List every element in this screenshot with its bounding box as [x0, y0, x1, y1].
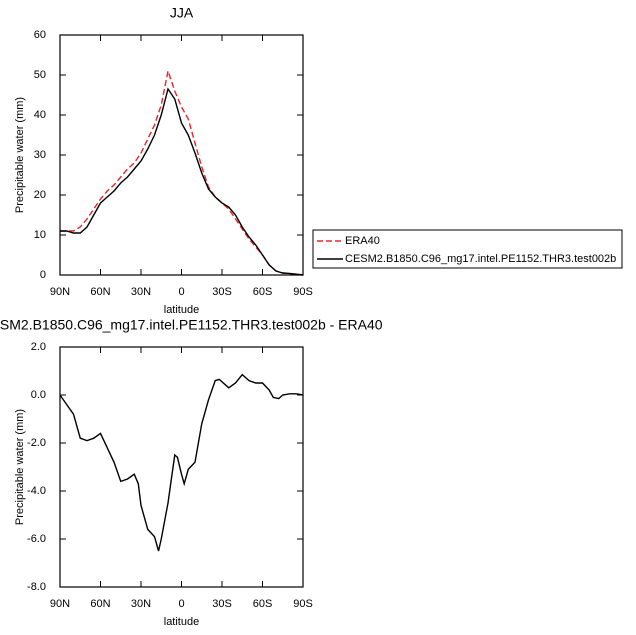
y-tick-label: 60	[34, 29, 46, 41]
plot-frame	[59, 34, 304, 276]
y-tick-label: 10	[34, 229, 46, 241]
y-tick-label: 20	[34, 189, 46, 201]
y-tick-label: -2.0	[27, 437, 46, 449]
chart-title: CESM2.B1850.C96_mg17.intel.PE1152.THR3.t…	[0, 317, 383, 333]
x-axis-label: latitude	[164, 616, 199, 628]
x-tick-label: 60S	[253, 598, 273, 610]
y-axis-label: Precipitable water (mm)	[14, 97, 26, 213]
x-tick-label: 60N	[90, 598, 110, 610]
data-line	[60, 68, 304, 276]
y-tick-label: -4.0	[27, 485, 46, 497]
x-tick-label: 60S	[253, 286, 273, 298]
x-tick-label: 90N	[50, 598, 70, 610]
y-tick-label: 2.0	[31, 341, 46, 353]
x-tick-label: 0	[178, 286, 184, 298]
y-tick-label: 30	[34, 149, 46, 161]
y-tick-label: 0	[40, 269, 46, 281]
y-tick-label: 0.0	[31, 389, 46, 401]
plot-frame	[59, 346, 304, 588]
y-axis-label: Precipitable water (mm)	[14, 409, 26, 525]
legend-box	[312, 229, 623, 269]
x-axis-label: latitude	[164, 304, 199, 316]
x-tick-label: 30S	[212, 598, 232, 610]
x-tick-label: 0	[178, 598, 184, 610]
data-line	[60, 87, 304, 276]
y-tick-label: -8.0	[27, 581, 46, 593]
x-tick-label: 30N	[131, 286, 151, 298]
data-line	[59, 373, 304, 552]
x-tick-label: 90N	[50, 286, 70, 298]
legend-label: CESM2.B1850.C96_mg17.intel.PE1152.THR3.t…	[345, 253, 616, 265]
x-tick-label: 90S	[293, 598, 313, 610]
y-tick-label: -6.0	[27, 533, 46, 545]
chart-title: JJA	[170, 5, 194, 21]
x-tick-label: 30N	[131, 598, 151, 610]
legend-label: ERA40	[345, 235, 380, 247]
x-tick-label: 60N	[90, 286, 110, 298]
y-tick-label: 40	[34, 109, 46, 121]
y-tick-label: 50	[34, 69, 46, 81]
x-tick-label: 30S	[212, 286, 232, 298]
x-tick-label: 90S	[293, 286, 313, 298]
